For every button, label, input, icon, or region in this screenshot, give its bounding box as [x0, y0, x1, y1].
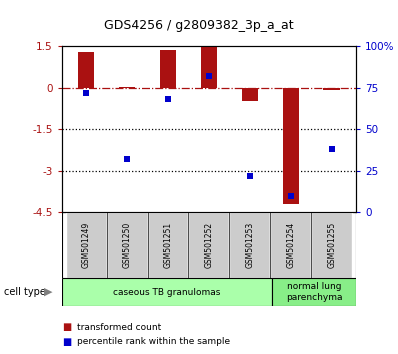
- Bar: [270, 212, 311, 278]
- Text: GSM501250: GSM501250: [123, 222, 132, 268]
- Text: transformed count: transformed count: [77, 323, 161, 332]
- Text: ▶: ▶: [44, 287, 52, 297]
- Bar: [107, 212, 148, 278]
- Bar: [160, 50, 176, 88]
- Bar: [119, 87, 135, 88]
- Bar: [148, 212, 189, 278]
- Text: percentile rank within the sample: percentile rank within the sample: [77, 337, 230, 346]
- Bar: [201, 47, 217, 88]
- Text: GSM501255: GSM501255: [327, 222, 336, 268]
- Bar: [78, 52, 94, 88]
- Bar: [311, 212, 352, 278]
- Text: GSM501253: GSM501253: [245, 222, 254, 268]
- Text: GDS4256 / g2809382_3p_a_at: GDS4256 / g2809382_3p_a_at: [104, 19, 294, 33]
- Bar: [62, 278, 272, 306]
- Text: GSM501252: GSM501252: [205, 222, 213, 268]
- Bar: [324, 88, 340, 90]
- Bar: [66, 212, 107, 278]
- Text: normal lung
parenchyma: normal lung parenchyma: [286, 282, 342, 302]
- Text: GSM501251: GSM501251: [164, 222, 173, 268]
- Text: GSM501249: GSM501249: [82, 222, 91, 268]
- Text: ■: ■: [62, 322, 71, 332]
- Text: cell type: cell type: [4, 287, 46, 297]
- Bar: [229, 212, 270, 278]
- Bar: [242, 88, 258, 102]
- Text: GSM501254: GSM501254: [286, 222, 295, 268]
- Bar: [272, 278, 356, 306]
- Text: ■: ■: [62, 337, 71, 347]
- Bar: [283, 88, 299, 204]
- Text: caseous TB granulomas: caseous TB granulomas: [113, 287, 220, 297]
- Bar: [189, 212, 229, 278]
